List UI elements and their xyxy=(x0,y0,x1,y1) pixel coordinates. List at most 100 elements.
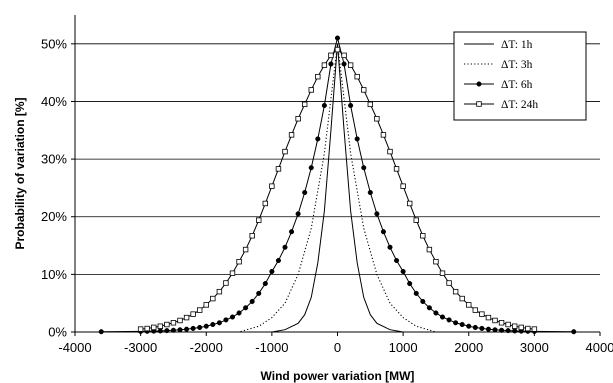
data-point xyxy=(380,132,387,138)
data-point xyxy=(196,307,203,313)
data-point xyxy=(374,211,380,217)
data-point xyxy=(459,295,465,302)
data-point xyxy=(216,320,222,326)
data-point xyxy=(348,102,354,109)
y-tick-label: 0% xyxy=(48,325,67,340)
data-point xyxy=(275,257,281,264)
data-point xyxy=(229,314,236,320)
x-tick-label: -3000 xyxy=(124,340,157,355)
data-point xyxy=(512,328,518,334)
data-point xyxy=(452,288,459,295)
data-point xyxy=(433,258,439,265)
data-point xyxy=(197,324,203,330)
data-point xyxy=(302,189,308,196)
y-axis-label: Probability of variation [%] xyxy=(13,97,27,249)
data-point xyxy=(426,246,433,253)
data-point xyxy=(361,165,367,171)
series-layer xyxy=(98,35,577,335)
data-point xyxy=(499,327,505,333)
data-point xyxy=(190,311,196,317)
y-tick-label: 50% xyxy=(41,36,67,51)
data-point xyxy=(170,327,176,333)
data-point xyxy=(321,102,327,109)
data-point xyxy=(315,73,321,80)
x-tick-label: -4000 xyxy=(58,340,91,355)
legend-item: ΔT: 24h xyxy=(464,99,538,111)
series-line xyxy=(101,43,574,333)
data-point xyxy=(426,305,432,311)
data-point xyxy=(256,290,262,296)
data-point xyxy=(400,268,406,275)
data-point xyxy=(282,148,288,155)
data-point xyxy=(446,280,452,286)
y-tick-label: 30% xyxy=(41,152,67,167)
data-point xyxy=(492,317,498,324)
data-point xyxy=(341,61,347,67)
data-point xyxy=(236,258,242,265)
data-point xyxy=(236,310,242,316)
series-3 xyxy=(98,35,577,335)
data-point xyxy=(367,101,374,108)
x-tick-label: -2000 xyxy=(190,340,223,355)
data-point xyxy=(374,116,380,122)
data-point xyxy=(216,288,223,295)
data-point xyxy=(498,320,505,326)
data-point xyxy=(476,101,482,107)
data-point xyxy=(485,314,492,321)
data-point xyxy=(223,280,229,286)
x-tick-label: 2000 xyxy=(454,340,483,355)
data-point xyxy=(525,325,531,332)
data-point xyxy=(151,324,157,331)
data-point xyxy=(157,323,164,329)
data-point xyxy=(295,211,301,217)
data-point xyxy=(269,183,275,189)
data-point xyxy=(190,325,196,331)
data-point xyxy=(157,328,163,334)
data-point xyxy=(184,326,190,332)
data-point xyxy=(400,183,406,189)
data-point xyxy=(269,268,275,275)
y-tick-label: 40% xyxy=(41,94,67,109)
data-point xyxy=(308,87,314,93)
tick-labels: 0% 10% 20% 30% 40% 50% -4000 -3000 -2000 -1000 0 10… xyxy=(41,36,613,355)
data-point xyxy=(137,326,144,332)
data-point xyxy=(275,166,282,172)
data-point xyxy=(177,317,183,324)
data-point xyxy=(315,136,321,142)
data-point xyxy=(354,136,360,142)
data-point xyxy=(413,290,419,296)
data-point xyxy=(505,321,511,328)
data-point xyxy=(177,327,183,333)
data-point xyxy=(511,323,518,329)
data-point xyxy=(472,324,478,330)
x-tick-label: 3000 xyxy=(520,340,549,355)
data-point xyxy=(354,73,360,80)
data-point xyxy=(262,200,269,207)
legend-item: ΔT: 6h xyxy=(464,79,533,91)
data-point xyxy=(413,217,419,223)
data-point xyxy=(144,325,150,332)
x-tick-label: 0 xyxy=(334,340,341,355)
data-point xyxy=(387,244,393,250)
x-tick-label: 1000 xyxy=(389,340,418,355)
legend-label: ΔT: 24h xyxy=(501,99,538,111)
data-point xyxy=(347,62,354,68)
series-2 xyxy=(101,43,574,333)
data-point xyxy=(203,302,209,308)
data-point xyxy=(170,320,177,326)
y-tick-label: 10% xyxy=(41,267,67,282)
data-point xyxy=(446,317,452,323)
legend: ΔT: 1h ΔT: 3h ΔT: 6h ΔT: 24h xyxy=(453,31,587,121)
data-point xyxy=(321,62,328,68)
data-point xyxy=(394,257,400,264)
data-point xyxy=(295,116,301,122)
data-point xyxy=(334,46,341,53)
x-axis-label: Wind power variation [MW] xyxy=(261,369,415,383)
data-point xyxy=(367,189,373,196)
data-point xyxy=(328,52,334,59)
data-point xyxy=(439,314,446,320)
data-point xyxy=(518,324,524,331)
data-point xyxy=(439,270,446,276)
data-point xyxy=(407,281,413,287)
legend-label: ΔT: 1h xyxy=(501,39,533,51)
